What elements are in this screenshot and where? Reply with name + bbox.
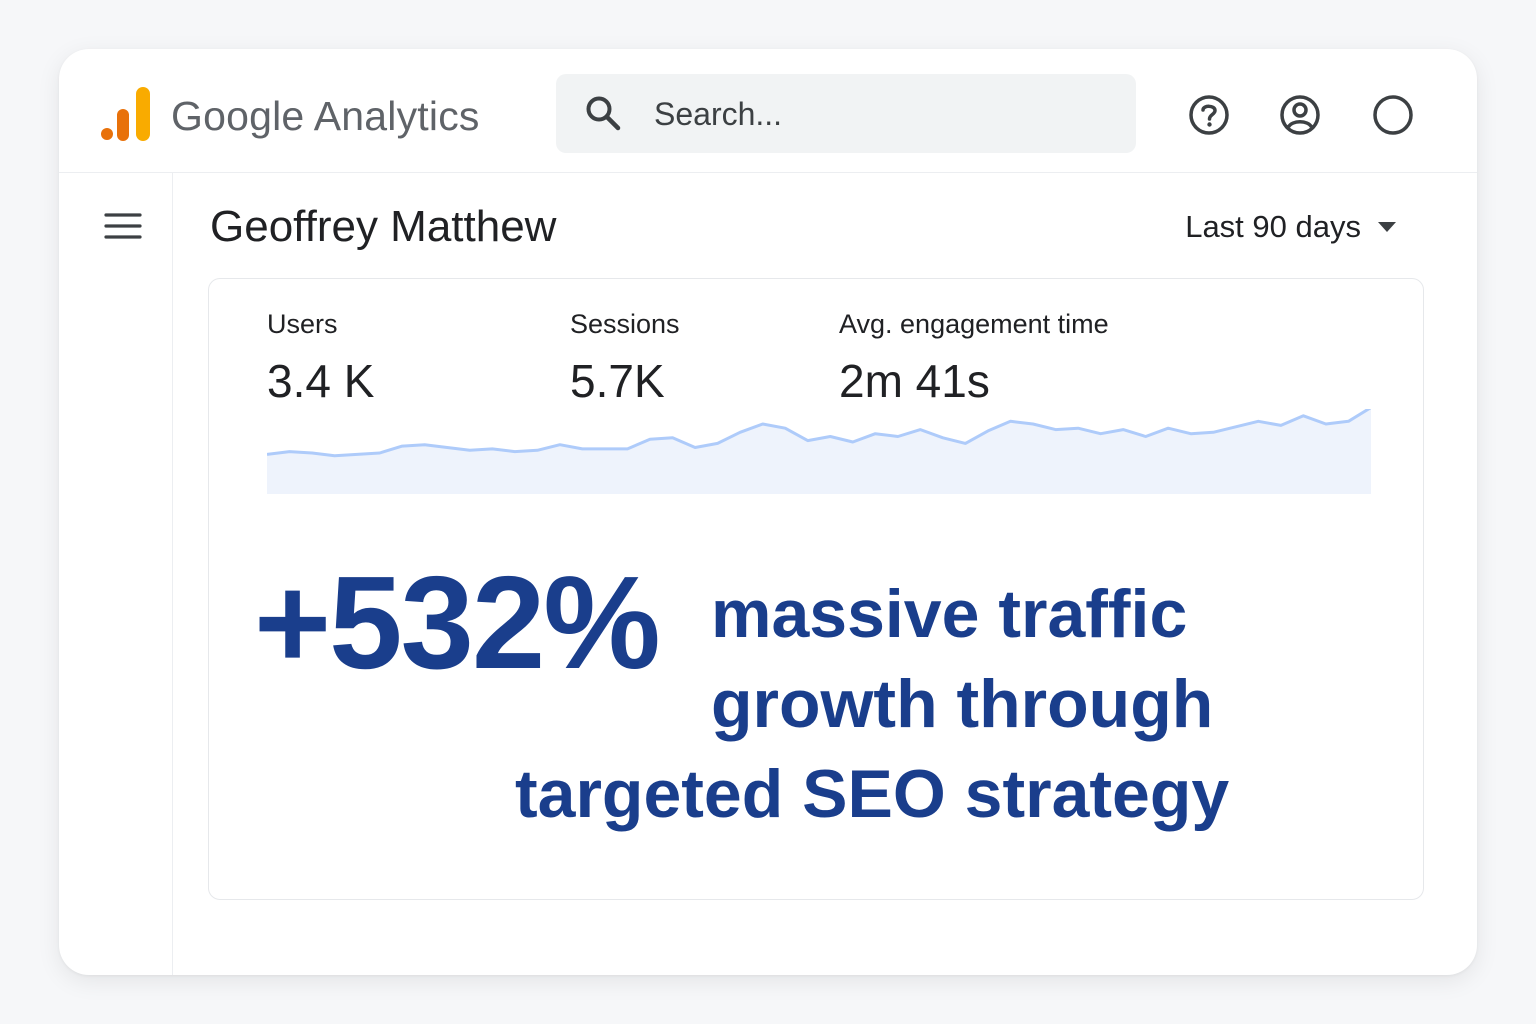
date-range-label: Last 90 days: [1185, 209, 1361, 244]
headline-line-1: massive traffic: [711, 576, 1188, 652]
dropdown-arrow-icon: [1378, 222, 1396, 232]
metric-engagement-time: Avg. engagement time 2m 41s: [839, 309, 1109, 408]
app-title: Google Analytics: [171, 93, 480, 139]
search-icon: [586, 96, 621, 131]
metric-label: Users: [267, 309, 338, 339]
sidebar: [59, 173, 173, 975]
growth-headline: massive traffic growth through targeted …: [439, 569, 1239, 839]
metric-users: Users 3.4 K: [267, 309, 374, 408]
metric-label: Avg. engagement time: [839, 309, 1109, 339]
menu-icon[interactable]: [104, 211, 142, 241]
sparkline-area: [267, 409, 1371, 494]
headline-line-3: targeted SEO strategy: [515, 756, 1230, 832]
sparkline-series-line: [267, 409, 1371, 458]
metric-value: 2m 41s: [839, 355, 990, 407]
search-input[interactable]: [652, 92, 1116, 136]
page-title: Geoffrey Matthew: [210, 202, 557, 251]
headline-line-2: growth through: [711, 666, 1214, 742]
account-icon[interactable]: [1278, 93, 1322, 137]
metric-sessions: Sessions 5.7K: [570, 309, 680, 408]
growth-percentage: +532%: [254, 549, 661, 696]
metric-label: Sessions: [570, 309, 680, 339]
date-range-selector[interactable]: Last 90 days: [1185, 209, 1397, 245]
analytics-logo-icon: [101, 87, 150, 141]
help-icon[interactable]: [1187, 93, 1231, 137]
top-bar: Google Analytics: [59, 49, 1477, 173]
circle-icon[interactable]: [1371, 93, 1415, 137]
summary-card: Users 3.4 K Sessions 5.7K Avg. engagemen…: [208, 278, 1424, 900]
metric-value: 5.7K: [570, 355, 665, 407]
search-box[interactable]: [556, 74, 1136, 153]
analytics-window: Google Analytics Geoffrey: [59, 49, 1477, 975]
metric-value: 3.4 K: [267, 355, 375, 407]
traffic-sparkline-chart: [267, 409, 1371, 494]
